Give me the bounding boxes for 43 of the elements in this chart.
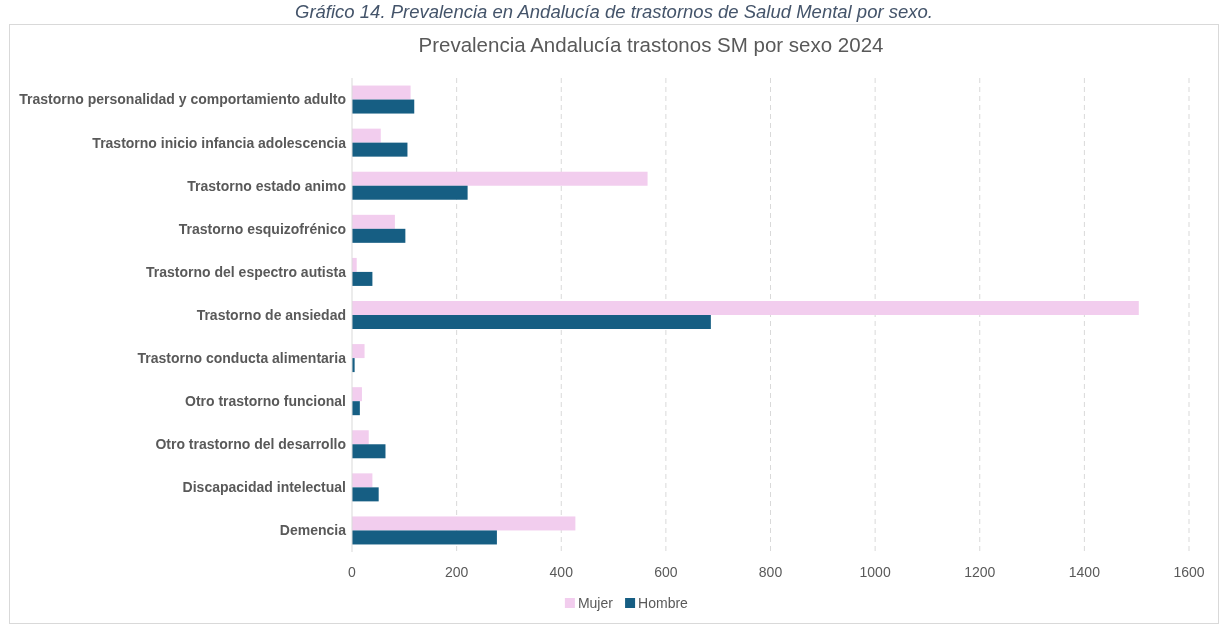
x-tick-label: 800 xyxy=(758,564,783,580)
legend-label: Mujer xyxy=(577,595,614,611)
x-tick-label: 1000 xyxy=(859,564,891,580)
bar xyxy=(352,315,711,329)
bar xyxy=(352,516,576,531)
bar xyxy=(352,344,365,359)
y-tick-label: Trastorno conducta alimentaria xyxy=(137,349,347,366)
bar xyxy=(352,387,362,402)
y-tick-label: Otro trastorno funcional xyxy=(185,393,346,410)
y-tick-label: Otro trastorno del desarrollo xyxy=(155,436,346,453)
y-tick-label: Trastorno del espectro autista xyxy=(146,263,347,280)
bar xyxy=(352,171,648,186)
x-tick-label: 1400 xyxy=(1068,564,1101,580)
bar xyxy=(352,128,381,143)
chart-title: Prevalencia Andalucía trastonos SM por sexo 2024 xyxy=(418,33,884,56)
bar xyxy=(352,530,497,545)
x-tick-label: 200 xyxy=(444,564,469,580)
bar xyxy=(352,142,408,157)
bar xyxy=(352,85,411,100)
y-tick-label: Trastorno de ansiedad xyxy=(196,306,346,323)
y-tick-label: Discapacidad intelectual xyxy=(182,479,346,496)
y-tick-label: Demencia xyxy=(279,522,347,539)
x-tick-label: 600 xyxy=(654,564,678,580)
y-tick-label: Trastorno inicio infancia adolescencia xyxy=(92,134,347,151)
bar xyxy=(352,185,468,200)
bar xyxy=(352,473,373,488)
bar xyxy=(352,214,395,229)
bar xyxy=(352,487,379,502)
y-tick-label: Trastorno esquizofrénico xyxy=(178,220,346,237)
bar xyxy=(352,99,415,114)
bar xyxy=(352,228,406,243)
bar xyxy=(352,430,369,445)
x-tick-label: 1200 xyxy=(964,564,996,580)
bar xyxy=(352,271,373,286)
legend-label: Hombre xyxy=(638,595,689,611)
y-tick-label: Trastorno personalidad y comportamiento adulto xyxy=(19,91,346,108)
text: Gráfico 14. Prevalencia en Andalucía de trastornos de Salud Mental por sexo. xyxy=(295,1,933,22)
x-tick-label: 1600 xyxy=(1173,564,1205,580)
bar xyxy=(352,301,1139,315)
x-tick-label: 0 xyxy=(348,564,357,580)
y-tick-label: Trastorno estado animo xyxy=(187,177,346,194)
bar xyxy=(352,444,386,459)
x-tick-label: 400 xyxy=(549,564,574,580)
